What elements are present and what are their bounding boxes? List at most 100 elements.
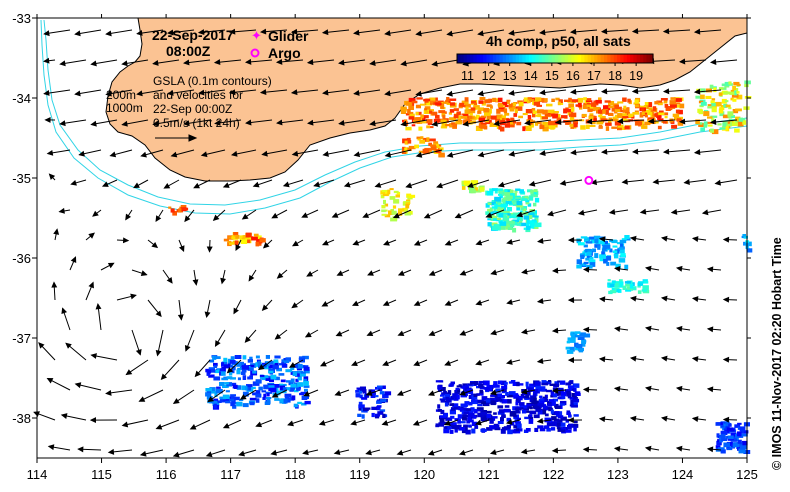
sst-pixel (537, 411, 541, 415)
sst-pixel (504, 384, 508, 390)
velocity-arrow-head (521, 268, 528, 275)
velocity-arrow-head (262, 242, 270, 249)
colorbar-title: 4h comp, p50, all sats (486, 33, 631, 49)
sst-pixel (572, 383, 580, 388)
sst-pixel (379, 409, 386, 412)
sst-pixel (724, 100, 729, 103)
velocity-arrow-head (506, 299, 513, 305)
sst-pixel (734, 424, 741, 428)
sst-pixel (565, 120, 572, 125)
sst-pixel (490, 394, 496, 397)
sst-pixel (446, 97, 450, 101)
sst-pixel (449, 123, 455, 128)
sst-pixel (566, 390, 571, 396)
velocity-arrow-head (709, 58, 717, 65)
sst-pixel (501, 388, 507, 392)
sst-pixel (489, 425, 496, 430)
colorbar-segment (502, 54, 507, 63)
sst-pixel (468, 425, 472, 428)
sst-pixel (506, 394, 513, 398)
sst-pixel (470, 120, 476, 124)
sst-pixel (430, 100, 436, 104)
sst-pixel (721, 438, 728, 441)
sst-pixel (474, 102, 477, 106)
sst-pixel (371, 406, 378, 410)
sst-pixel (438, 110, 446, 114)
velocity-arrow-head (709, 118, 717, 125)
colorbar-segment (476, 54, 481, 63)
velocity-arrow-head (405, 182, 413, 189)
sst-pixel (733, 81, 740, 86)
sst-pixel (587, 249, 593, 254)
velocity-arrow-head (567, 297, 575, 304)
velocity-arrow-head (321, 301, 329, 307)
sst-pixel (504, 104, 509, 108)
sst-pixel (616, 281, 624, 286)
sst-pixel (491, 201, 496, 206)
velocity-arrow-head (353, 29, 360, 36)
sst-pixel (434, 97, 438, 101)
sst-pixel (575, 104, 579, 107)
velocity-arrow-head (554, 119, 562, 126)
velocity-arrow-head (92, 210, 99, 217)
sst-pixel (268, 385, 275, 388)
sst-pixel (719, 107, 725, 111)
sst-pixel (519, 402, 525, 406)
sst-pixel (514, 190, 518, 193)
sst-pixel (614, 114, 619, 119)
velocity-arrow-head (428, 270, 436, 276)
sst-pixel (405, 204, 410, 209)
sst-pixel (219, 368, 224, 372)
sst-pixel (513, 221, 517, 226)
sst-pixel (487, 218, 494, 221)
velocity-arrow-head (59, 120, 66, 127)
sst-pixel (461, 428, 467, 434)
sst-pixel (283, 398, 288, 404)
sst-pixel (577, 102, 582, 108)
velocity-arrow-head (304, 331, 312, 338)
velocity-arrow-head (125, 213, 132, 221)
sst-pixel (253, 233, 259, 237)
sst-pixel (433, 141, 439, 145)
sst-pixel (548, 407, 553, 412)
velocity-arrow-head (428, 330, 436, 336)
sst-pixel (430, 146, 437, 151)
sst-pixel (490, 122, 494, 126)
sst-pixel (525, 397, 529, 400)
velocity-arrow-head (489, 449, 497, 456)
sst-pixel (617, 288, 622, 293)
velocity-arrow-head (58, 207, 65, 214)
sst-pixel (236, 385, 242, 390)
sst-pixel (405, 102, 413, 106)
velocity-arrow-head (384, 151, 392, 158)
sst-pixel (473, 393, 478, 397)
velocity-arrow-head (335, 330, 343, 337)
sst-pixel (422, 137, 430, 142)
velocity-arrow-head (505, 419, 513, 425)
sst-pixel (695, 119, 700, 124)
sst-pixel (718, 92, 723, 96)
sst-pixel (460, 403, 467, 406)
velocity-arrow-head (287, 420, 294, 427)
velocity-arrow-head (331, 212, 339, 218)
velocity-arrow-head (122, 237, 130, 244)
velocity-arrow-head (706, 386, 714, 393)
velocity-arrow-head (722, 416, 730, 423)
velocity-arrow-head (70, 180, 77, 186)
sst-pixel (449, 403, 454, 406)
sst-pixel (589, 106, 594, 109)
sst-pixel (246, 386, 252, 391)
sst-pixel (239, 399, 244, 401)
sst-pixel (537, 388, 542, 392)
sst-pixel (476, 407, 484, 410)
velocity-arrow-head (334, 390, 342, 396)
sst-pixel (407, 109, 411, 114)
velocity-arrow-head (381, 419, 389, 426)
sst-pixel (402, 146, 406, 150)
sst-pixel (586, 251, 592, 256)
sst-pixel (214, 392, 218, 397)
sst-pixel (224, 382, 229, 385)
sst-pixel (536, 104, 542, 107)
sst-pixel (231, 399, 236, 404)
sst-pixel (569, 396, 577, 400)
